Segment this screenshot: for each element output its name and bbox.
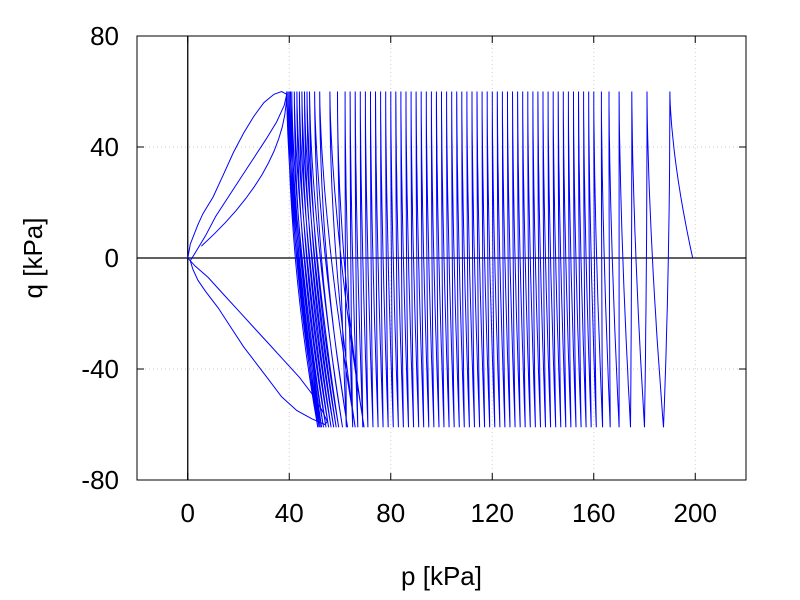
y-tick-label: 80 — [90, 21, 119, 51]
x-tick-label: 160 — [572, 498, 615, 528]
y-tick-label: -80 — [81, 465, 119, 495]
cyclic-loops-series — [201, 91, 694, 428]
plot-area — [187, 90, 694, 428]
y-axis-label: q [kPa] — [18, 218, 48, 299]
x-axis-label: p [kPa] — [401, 561, 482, 591]
tick-marks — [137, 35, 746, 481]
y-tick-labels: 80 40 0 -40 -80 — [81, 21, 119, 495]
zero-axis-lines — [137, 36, 746, 480]
y-tick-label: -40 — [81, 354, 119, 384]
x-tick-label: 40 — [275, 498, 304, 528]
stress-path-series — [187, 90, 328, 426]
x-tick-label: 80 — [376, 498, 405, 528]
x-tick-label: 200 — [674, 498, 717, 528]
y-tick-label: 40 — [90, 132, 119, 162]
x-tick-label: 120 — [471, 498, 514, 528]
x-tick-labels: 0 40 80 120 160 200 — [181, 498, 717, 528]
y-tick-label: 0 — [105, 243, 119, 273]
x-tick-label: 0 — [181, 498, 195, 528]
